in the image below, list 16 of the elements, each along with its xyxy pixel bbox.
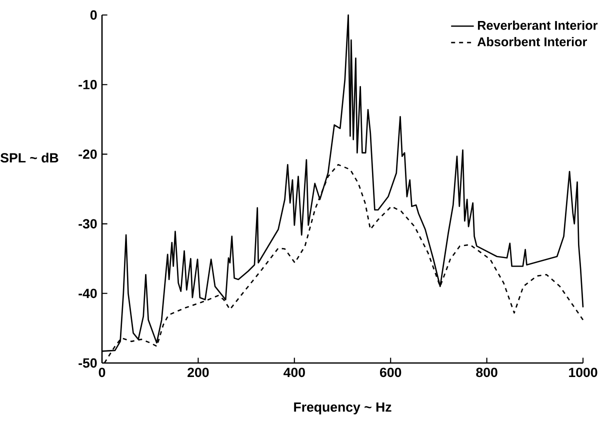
- y-tick-label: -30: [78, 219, 97, 229]
- x-tick-label: 1000: [569, 368, 598, 378]
- legend-label: Reverberant Interior: [478, 20, 598, 30]
- y-axis-title: SPL ~ dB: [0, 152, 58, 163]
- x-tick-label: 400: [284, 368, 305, 378]
- x-tick-label: 800: [476, 368, 498, 378]
- legend-label: Absorbent Interior: [477, 37, 588, 46]
- x-tick-label: 200: [188, 368, 209, 378]
- y-tick-label: -10: [78, 80, 97, 90]
- y-tick-label: -20: [78, 150, 97, 159]
- x-axis-title: Frequency ~ Hz: [294, 402, 392, 414]
- x-tick-label: 600: [380, 368, 402, 378]
- y-tick-label: 0: [90, 10, 97, 20]
- y-tick-label: -40: [78, 288, 97, 298]
- y-tick-label: -50: [78, 358, 97, 368]
- x-tick-label: 0: [98, 368, 106, 378]
